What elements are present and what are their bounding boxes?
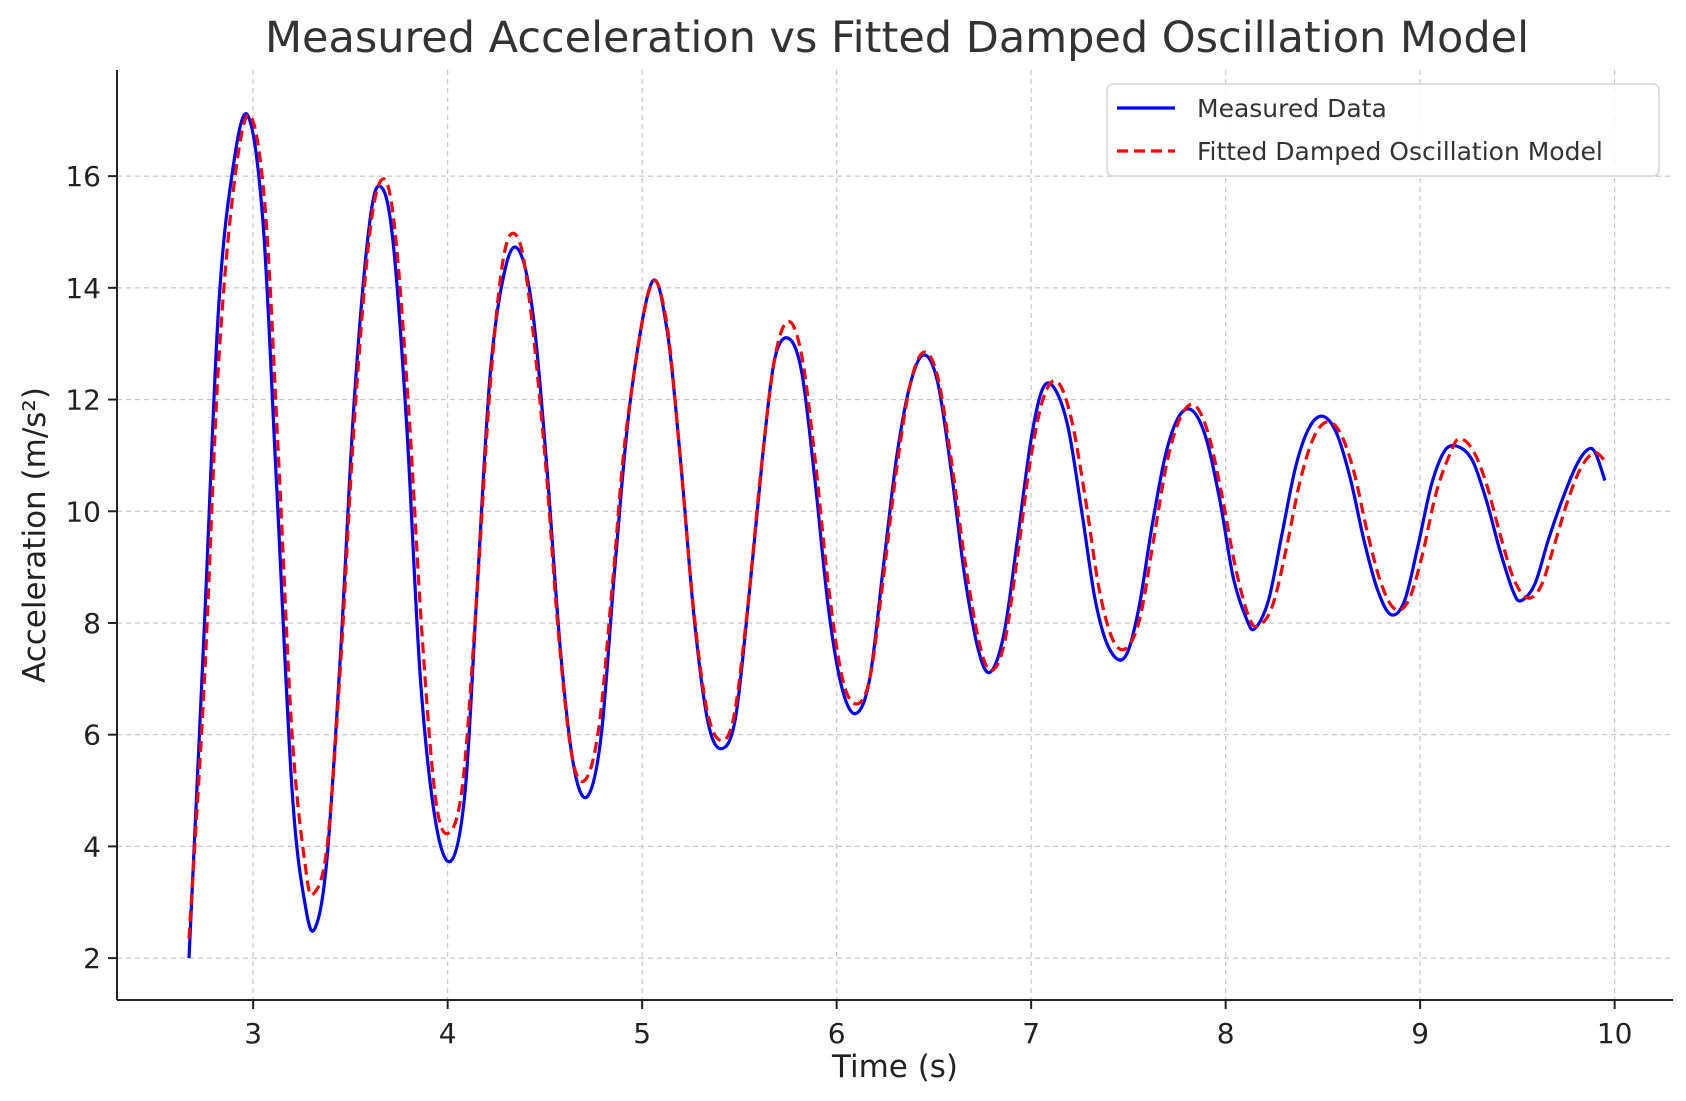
- y-tick-label: 8: [83, 607, 101, 640]
- y-tick-label: 14: [65, 272, 101, 305]
- x-tick-label: 9: [1411, 1017, 1429, 1050]
- x-axis-label: Time (s): [831, 1049, 958, 1085]
- x-tick-label: 4: [439, 1017, 457, 1050]
- legend: Measured Data Fitted Damped Oscillation …: [1106, 83, 1660, 177]
- y-tick-label: 4: [83, 830, 101, 863]
- x-tick-label: 8: [1217, 1017, 1235, 1050]
- x-tick-label: 6: [828, 1017, 846, 1050]
- y-tick-label: 16: [65, 160, 101, 193]
- legend-box: [1106, 83, 1660, 177]
- x-tick-label: 10: [1597, 1017, 1633, 1050]
- y-tick-label: 10: [65, 495, 101, 528]
- legend-label-fitted: Fitted Damped Oscillation Model: [1197, 137, 1603, 166]
- y-tick-label: 2: [83, 942, 101, 975]
- y-tick-label: 12: [65, 384, 101, 417]
- series-lines: [187, 112, 1609, 959]
- series-line-measured-data: [187, 112, 1607, 959]
- x-tick-label: 3: [244, 1017, 262, 1050]
- tick-marks: 3 4 5 6 7 8 9 10 2 4 6 8 10 12 14 16: [65, 160, 1632, 1050]
- legend-label-measured: Measured Data: [1197, 94, 1387, 123]
- y-axis-label: Acceleration (m/s²): [17, 387, 53, 683]
- x-tick-label: 5: [633, 1017, 651, 1050]
- chart-title: Measured Acceleration vs Fitted Damped O…: [265, 13, 1529, 63]
- x-tick-label: 7: [1022, 1017, 1040, 1050]
- series-line-fitted-model: [187, 113, 1609, 939]
- y-tick-label: 6: [83, 719, 101, 752]
